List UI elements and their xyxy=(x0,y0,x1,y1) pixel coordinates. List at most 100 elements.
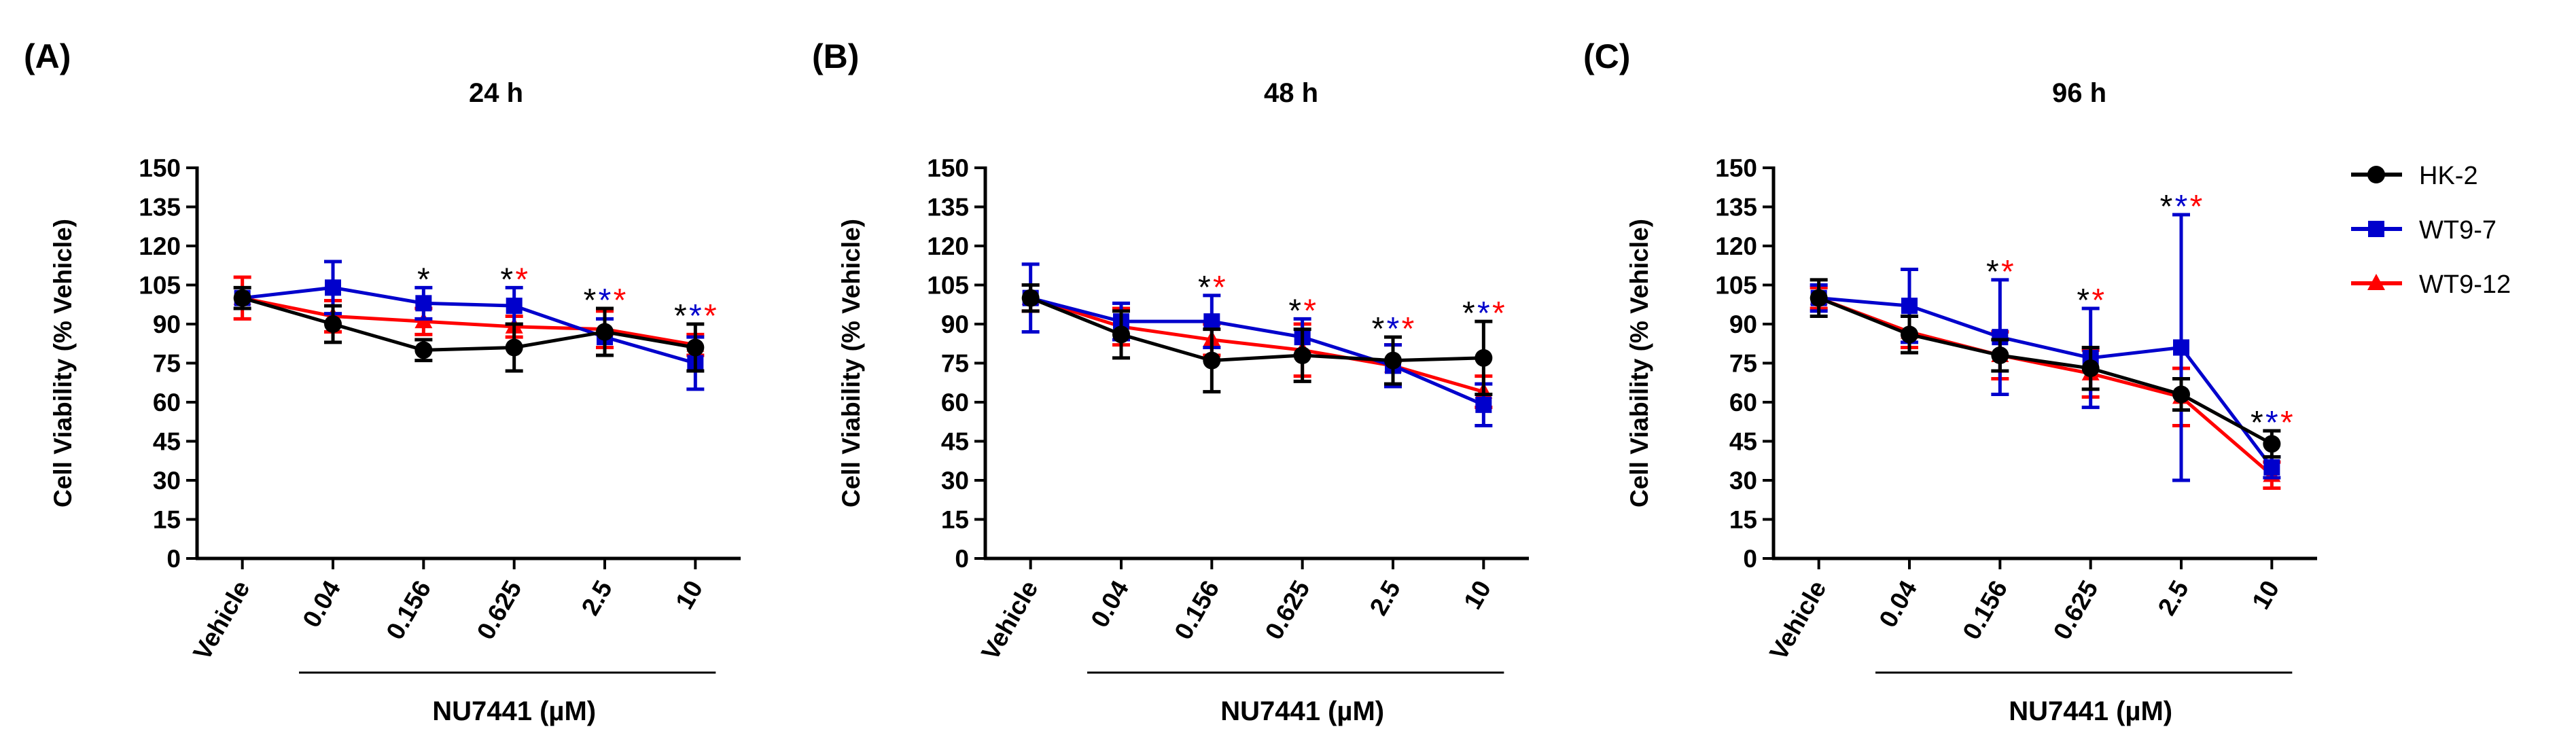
data-point xyxy=(325,279,341,296)
y-tick-label: 120 xyxy=(139,232,181,260)
legend-item: HK-2 xyxy=(2351,162,2478,190)
data-point xyxy=(233,289,251,307)
y-axis-label: Cell Viability (% Vehicle) xyxy=(49,219,77,507)
significance-asterisk: * xyxy=(599,283,612,319)
significance-asterisk: * xyxy=(500,262,513,298)
y-tick-label: 120 xyxy=(927,232,969,260)
significance-asterisk: * xyxy=(1477,296,1490,332)
y-tick-label: 135 xyxy=(1715,194,1757,221)
y-tick-label: 60 xyxy=(153,389,181,416)
x-tick-label: 0.04 xyxy=(297,575,346,632)
y-tick-label: 0 xyxy=(166,545,181,573)
significance-asterisk: * xyxy=(2251,405,2263,441)
y-tick-label: 15 xyxy=(941,506,969,534)
significance-asterisk: * xyxy=(1288,293,1301,329)
x-tick-label: 0.156 xyxy=(381,576,436,645)
significance-asterisk: * xyxy=(2160,189,2173,225)
series-line xyxy=(1818,296,2273,477)
series-wt9-7 xyxy=(1810,213,2281,482)
data-point xyxy=(415,295,432,312)
data-point xyxy=(1203,351,1221,370)
significance-asterisk: * xyxy=(584,283,597,319)
data-point xyxy=(1384,351,1402,370)
y-tick-label: 15 xyxy=(153,506,181,534)
y-tick-label: 90 xyxy=(153,310,181,338)
data-point xyxy=(324,315,342,333)
data-point xyxy=(1203,313,1220,330)
data-point xyxy=(414,341,433,359)
y-axis-label: Cell Viability (% Vehicle) xyxy=(1625,219,1653,507)
x-axis-label: NU7441 (µM) xyxy=(432,696,596,726)
series-hk-2 xyxy=(1810,278,2281,459)
legend-marker xyxy=(2367,166,2385,183)
legend: HK-2 WT9-7 WT9-12 xyxy=(2351,162,2511,299)
y-tick-label: 120 xyxy=(1715,232,1757,260)
series-line xyxy=(242,285,696,365)
y-tick-label: 15 xyxy=(1729,506,1757,534)
data-point xyxy=(2081,359,2100,378)
significance-asterisk: * xyxy=(614,283,627,319)
significance-asterisk: * xyxy=(2001,254,2014,290)
data-point xyxy=(1475,349,1493,367)
x-tick-label: 2.5 xyxy=(1364,576,1406,620)
data-point xyxy=(1475,396,1492,413)
y-tick-label: 150 xyxy=(139,154,181,182)
x-axis-label: NU7441 (µM) xyxy=(2009,696,2172,726)
significance-asterisk: * xyxy=(1492,296,1505,332)
y-tick-label: 30 xyxy=(941,467,969,495)
legend-marker xyxy=(2368,221,2384,237)
x-tick-label: 0.625 xyxy=(472,576,527,645)
series-line xyxy=(241,296,696,352)
legend-item: WT9-12 xyxy=(2351,270,2511,299)
y-tick-label: 105 xyxy=(1715,272,1757,300)
legend-label: WT9-7 xyxy=(2419,216,2496,245)
legend-label: WT9-12 xyxy=(2419,270,2511,299)
chart-panel: (B) 48 h 0 15 30 45 60 75 90 105 120 135 150 Cell Via… xyxy=(812,37,1529,726)
data-point xyxy=(2263,435,2281,453)
panel-label: (A) xyxy=(24,37,71,75)
y-tick-label: 135 xyxy=(927,194,969,221)
series-line xyxy=(242,296,696,347)
data-point xyxy=(1901,325,1918,344)
significance-asterisk: * xyxy=(704,298,717,334)
x-tick-label: 2.5 xyxy=(2153,576,2194,620)
chart-title: 24 h xyxy=(469,78,523,108)
significance-asterisk: * xyxy=(1198,270,1211,306)
data-point xyxy=(1991,346,2009,364)
x-tick-label: 0.156 xyxy=(1169,576,1224,645)
y-tick-label: 90 xyxy=(941,310,969,338)
data-point xyxy=(1112,325,1130,344)
x-tick-label: 2.5 xyxy=(576,576,618,620)
significance-asterisk: * xyxy=(2280,405,2293,441)
y-tick-label: 150 xyxy=(1715,154,1757,182)
significance-asterisk: * xyxy=(2190,189,2203,225)
data-point xyxy=(686,338,705,357)
significance-asterisk: * xyxy=(2077,283,2089,319)
chart-panel: (C) 96 h 0 15 30 45 60 75 90 105 120 135 150 Cell Via… xyxy=(1583,37,2317,726)
x-tick-label: 10 xyxy=(670,576,708,614)
chart-title: 48 h xyxy=(1264,78,1318,108)
significance-asterisk: * xyxy=(1986,254,1999,290)
significance-asterisk: * xyxy=(1387,311,1400,347)
legend-label: HK-2 xyxy=(2419,162,2478,190)
x-tick-label: 0.04 xyxy=(1085,575,1134,632)
series-line xyxy=(1818,296,2273,446)
x-tick-label: 0.156 xyxy=(1957,576,2013,645)
y-tick-label: 75 xyxy=(1729,350,1757,378)
x-axis-label: NU7441 (µM) xyxy=(1220,696,1384,726)
data-point xyxy=(2263,459,2280,476)
series-line xyxy=(1029,296,1484,363)
data-point xyxy=(2173,339,2189,356)
data-point xyxy=(1810,289,1828,307)
y-tick-label: 90 xyxy=(1729,310,1757,338)
x-tick-label: 10 xyxy=(1458,576,1496,614)
data-point xyxy=(505,338,523,357)
y-tick-label: 0 xyxy=(1743,545,1757,573)
legend-marker xyxy=(2367,274,2385,290)
y-tick-label: 45 xyxy=(941,428,969,456)
y-tick-label: 45 xyxy=(153,428,181,456)
y-tick-label: 75 xyxy=(153,350,181,378)
x-tick-label: 0.04 xyxy=(1873,575,1922,632)
y-tick-label: 60 xyxy=(941,389,969,416)
data-point xyxy=(1901,298,1918,315)
